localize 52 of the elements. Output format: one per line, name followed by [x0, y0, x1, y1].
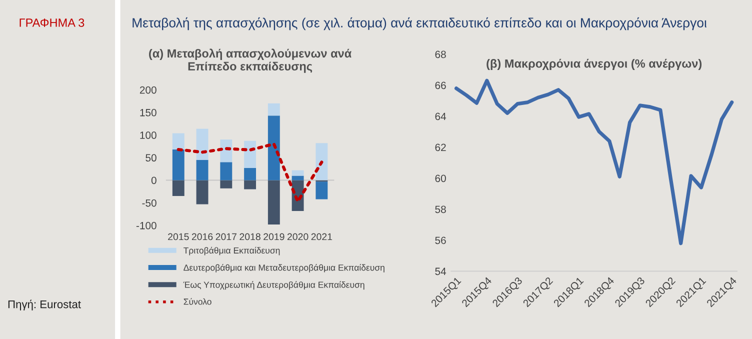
legend-label: Σύνολο: [184, 298, 212, 305]
legend-label: Τριτοβάθμια Εκπαίδευση: [184, 246, 280, 256]
bar: [244, 140, 256, 168]
chart-title: (α) Μεταβολή απασχολούμενων ανά Επίπεδο εκπαίδευσης: [149, 48, 352, 73]
y-tick-label: 56: [435, 236, 446, 244]
bar: [292, 170, 304, 176]
legend-label: Έως Υποχρεωτική Δευτεροβάθμια Εκπαίδευση: [183, 281, 364, 290]
bar: [316, 182, 328, 200]
text: Πηγή: Eurostat: [8, 300, 81, 310]
x-tick-label: 2020: [287, 233, 308, 240]
x-tick-label: 2015: [168, 233, 189, 240]
bar: [196, 180, 208, 204]
bar: [172, 133, 184, 150]
y-tick-label: -100: [136, 222, 156, 230]
x-tick-label: 2018: [240, 233, 260, 240]
text: ΓΡΑΦΗΜΑ 3: [20, 18, 84, 27]
x-tick-label: 2021: [311, 233, 332, 240]
bar: [172, 180, 184, 196]
y-tick-label: 64: [435, 112, 446, 120]
y-tick-label: 62: [435, 144, 446, 152]
bar: [268, 116, 280, 180]
y-tick-label: 58: [435, 206, 446, 214]
bar: [244, 168, 256, 180]
line-series: [176, 142, 324, 204]
x-tick-label: 2016: [192, 233, 213, 240]
y-tick-label: 60: [435, 174, 446, 182]
bar: [196, 160, 208, 180]
bar: [220, 140, 232, 162]
bar: [268, 103, 280, 116]
y-tick-label: 150: [140, 108, 156, 116]
y-tick-label: 200: [140, 86, 156, 94]
bar: [292, 176, 304, 180]
bar: [268, 180, 280, 225]
legend-label: Δευτεροβάθμια και Μεταδευτεροβάθμια Εκπαίδευση: [184, 264, 384, 272]
y-tick-label: 50: [146, 154, 156, 162]
y-tick-label: 54: [435, 268, 446, 276]
line-series: [454, 78, 734, 246]
y-tick-label: -50: [142, 199, 156, 207]
bar: [316, 143, 328, 180]
x-tick-label: 2019: [264, 233, 284, 240]
bar: [196, 128, 208, 160]
x-tick-label: 2017: [216, 233, 236, 240]
chart-title: (β) Μακροχρόνια άνεργοι (% ανέργων): [486, 58, 702, 70]
y-tick-label: 66: [435, 82, 446, 90]
text: Μεταβολή της απασχόλησης (σε χιλ. άτομα) ανά εκπαιδευτικό επίπεδο και οι Μακροχρόνια Άνεργοι: [132, 17, 707, 30]
y-tick-label: 0: [151, 176, 156, 184]
bar: [172, 150, 184, 180]
y-tick-label: 100: [140, 132, 156, 139]
bar: [244, 180, 256, 190]
bar: [220, 180, 232, 188]
bar: [220, 162, 232, 180]
y-tick-label: 68: [435, 50, 446, 58]
